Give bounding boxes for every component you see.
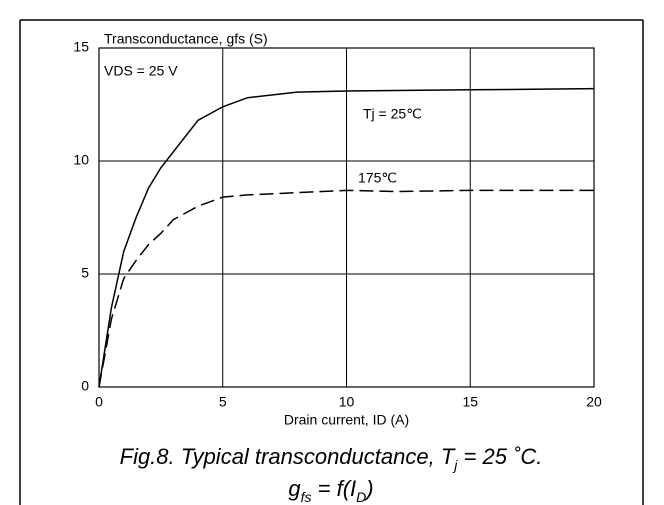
series-line [98,87,595,388]
plot-frame [98,47,595,388]
caption-text: = f(I [312,476,357,501]
x-tick-label: 15 [462,394,478,410]
y-tick-label: 0 [81,378,89,394]
caption-subscript: j [452,457,458,473]
caption-text: g [288,476,301,501]
caption-subscript: D [356,489,366,505]
series-label: 175℃ [358,170,397,186]
caption: gfs = f(ID) [288,476,373,505]
caption-text: = 25 ˚C. [457,444,542,469]
x-tick-label: 10 [339,394,355,410]
caption-subscript: fs [301,489,312,505]
y-axis-label: Transconductance, gfs (S) [104,31,268,47]
series-label: Tj = 25℃ [363,106,422,122]
y-tick-label: 5 [81,265,89,281]
annotation: VDS = 25 V [104,63,178,79]
caption: Fig.8. Typical transconductance, Tj = 25… [120,444,543,473]
caption-text: Fig.8. Typical transconductance, T [120,444,456,469]
y-tick-label: 15 [73,39,89,55]
x-tick-label: 5 [219,394,227,410]
x-tick-label: 20 [586,394,602,410]
series-line [98,189,594,388]
x-axis-label: Drain current, ID (A) [284,412,409,428]
y-tick-label: 10 [73,152,89,168]
x-tick-label: 0 [95,394,103,410]
caption-text: ) [363,476,373,501]
